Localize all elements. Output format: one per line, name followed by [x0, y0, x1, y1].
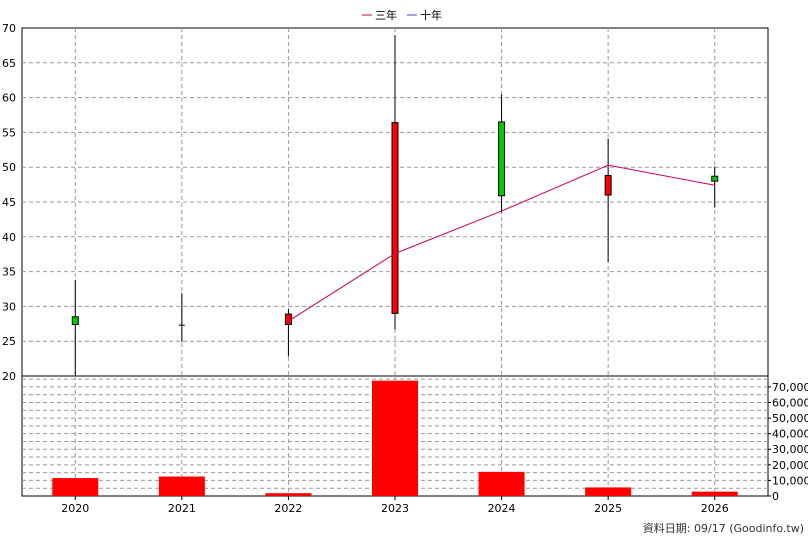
candle-body-0 — [71, 316, 79, 325]
ma-line-0 — [288, 164, 715, 322]
volume-bar-6 — [691, 491, 738, 496]
candle-body-3 — [391, 122, 399, 314]
price-ytick-1: 25 — [2, 335, 16, 348]
volume-ytick-3: 30,000 — [772, 443, 808, 456]
xtick-label-0: 2020 — [61, 502, 89, 515]
volume-bar-5 — [585, 487, 632, 496]
volume-ytick-5: 50,000 — [772, 412, 808, 425]
price-ytick-8: 60 — [2, 92, 16, 105]
legend-label-0: 三年 — [375, 8, 397, 22]
legend: 三年 十年 — [362, 8, 442, 22]
volume-bar-0 — [52, 478, 99, 496]
candle-body-4 — [498, 121, 506, 197]
price-ytick-6: 50 — [2, 161, 16, 174]
price-ytick-2: 30 — [2, 300, 16, 313]
price-ytick-7: 55 — [2, 126, 16, 139]
xtick-label-6: 2026 — [701, 502, 729, 515]
volume-ytick-1: 10,000 — [772, 474, 808, 487]
volume-ytick-6: 60,000 — [772, 396, 808, 409]
price-ytick-3: 35 — [2, 266, 16, 279]
volume-ytick-7: 70,000 — [772, 381, 808, 394]
price-ytick-9: 65 — [2, 57, 16, 70]
price-panel: 20 25 30 35 40 45 50 55 60 65 70 — [2, 22, 769, 383]
xtick-label-4: 2024 — [488, 502, 516, 515]
volume-ytick-0: 0 — [772, 490, 779, 503]
xtick-label-2: 2022 — [274, 502, 302, 515]
legend-label-1: 十年 — [420, 8, 442, 22]
volume-panel: 0 10,000 20,000 30,000 40,000 50,000 60,000 70,… — [21, 375, 808, 503]
price-ytick-5: 45 — [2, 196, 16, 209]
price-ytick-0: 20 — [2, 370, 16, 383]
candle-body-6 — [711, 175, 719, 182]
volume-bar-4 — [478, 471, 525, 496]
x-axis: 2020 2021 2022 2023 2024 2025 2026 — [61, 496, 729, 515]
price-ytick-10: 70 — [2, 22, 16, 35]
volume-ytick-2: 20,000 — [772, 459, 808, 472]
volume-bar-2 — [265, 493, 312, 496]
data-date-footer: 資料日期: 09/17 (Goodinfo.tw) — [643, 521, 804, 535]
candle-body-5 — [604, 175, 612, 196]
xtick-label-3: 2023 — [381, 502, 409, 515]
volume-bar-3 — [372, 380, 418, 496]
xtick-label-1: 2021 — [168, 502, 196, 515]
xtick-label-5: 2025 — [594, 502, 622, 515]
volume-ytick-4: 40,000 — [772, 428, 808, 441]
volume-bar-1 — [158, 476, 205, 496]
price-ytick-4: 40 — [2, 231, 16, 244]
